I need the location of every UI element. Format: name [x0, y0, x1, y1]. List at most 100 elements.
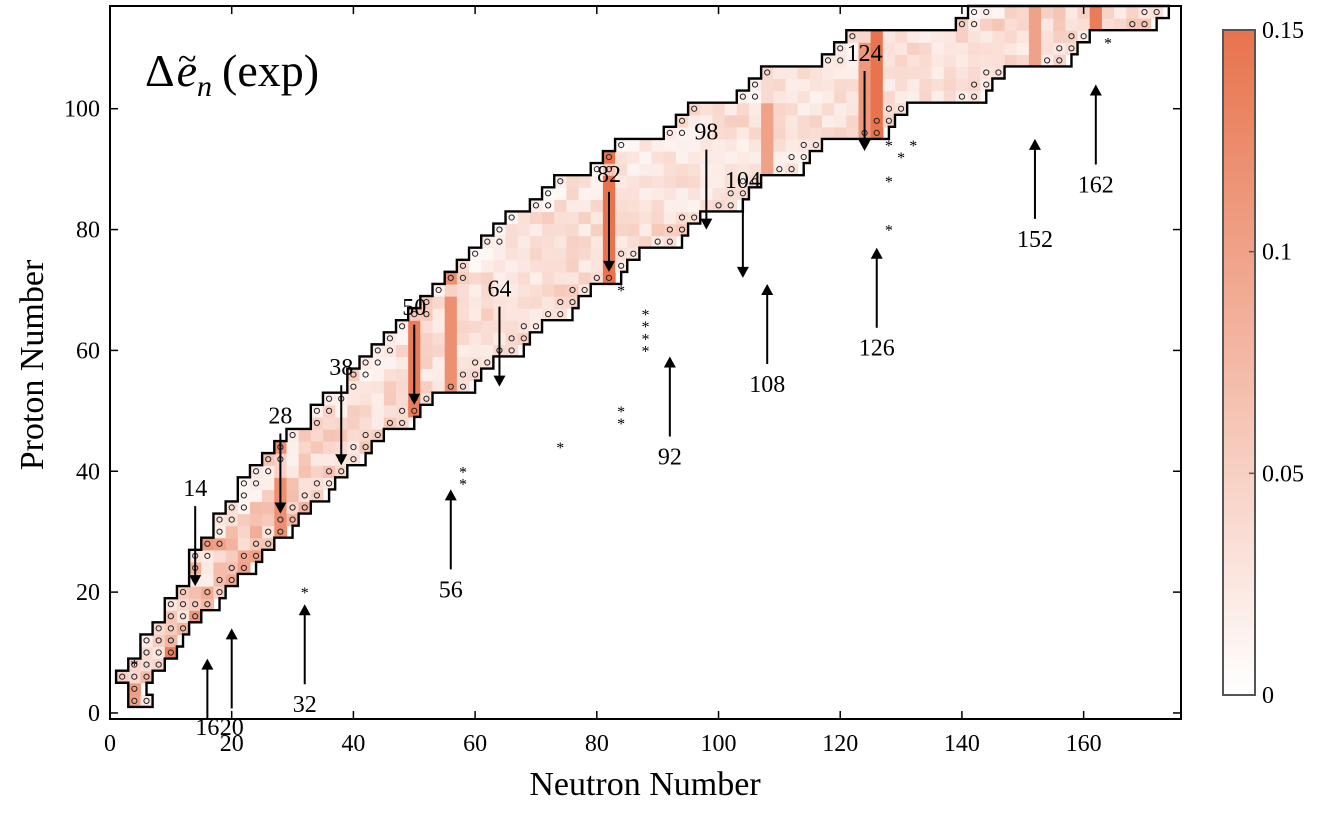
heatmap-cell: [712, 138, 726, 152]
open-circle-marker: [459, 262, 467, 269]
heatmap-cell: [444, 320, 458, 333]
open-circle-marker: [569, 298, 576, 306]
open-circle-marker: [374, 347, 381, 354]
heatmap-cell: [639, 187, 653, 200]
heatmap-cell: [615, 223, 628, 237]
heatmap-cell: [529, 271, 543, 285]
heatmap-cell: [237, 549, 251, 563]
heatmap-cell: [164, 610, 178, 623]
open-circle-marker: [325, 407, 333, 414]
heatmap-cell: [955, 78, 969, 92]
heatmap-cell: [225, 537, 239, 551]
heatmap-cell: [249, 525, 263, 539]
heatmap-cell: [420, 332, 434, 345]
heatmap-cell: [274, 513, 288, 527]
heatmap-cell: [322, 404, 336, 418]
heatmap-cell: [615, 235, 628, 249]
heatmap-cell: [517, 271, 531, 285]
heatmap-cell: [602, 271, 616, 285]
heatmap-cell: [578, 247, 592, 261]
heatmap-cell: [797, 126, 811, 140]
heatmap-cell: [675, 187, 689, 200]
heatmap-cell: [493, 235, 507, 249]
heatmap-cell: [748, 114, 762, 128]
heatmap-cell: [469, 247, 482, 261]
heatmap-cell: [992, 42, 1006, 55]
heatmap-cell: [846, 66, 860, 80]
heatmap-cell: [773, 126, 787, 140]
heatmap-cell: [1126, 6, 1140, 19]
heatmap-cell: [201, 573, 215, 587]
heatmap-cell: [505, 247, 519, 261]
heatmap-cell: [493, 283, 507, 297]
heatmap-cell: [615, 199, 628, 213]
heatmap-cell: [432, 296, 446, 309]
heatmap-cell: [554, 271, 567, 285]
heatmap-cells: [116, 6, 1164, 708]
open-circle-marker: [313, 419, 320, 427]
heatmap-cell: [1016, 18, 1030, 31]
annotation-label: 126: [859, 336, 895, 362]
heatmap-cell: [688, 102, 701, 116]
open-circle-marker: [618, 250, 625, 257]
star-marker: *: [909, 138, 917, 155]
heatmap-cell: [517, 308, 531, 321]
heatmap-cell: [529, 308, 543, 321]
open-circle-marker: [727, 202, 734, 209]
heatmap-cell: [1028, 54, 1042, 68]
heatmap-cell: [773, 114, 787, 128]
heatmap-cell: [882, 102, 896, 116]
heatmap-cell: [347, 368, 361, 382]
open-circle-marker: [545, 202, 552, 209]
open-circle-marker: [204, 552, 211, 559]
heatmap-cell: [469, 283, 482, 297]
heatmap-cell: [359, 404, 373, 418]
heatmap-cell: [213, 573, 227, 587]
heatmap-cell: [189, 598, 202, 611]
open-circle-marker: [179, 601, 187, 608]
heatmap-cell: [176, 610, 190, 623]
open-circle-marker: [265, 540, 272, 547]
heatmap-cell: [237, 561, 251, 575]
open-circle-marker: [618, 141, 625, 149]
heatmap-cell: [773, 138, 787, 152]
heatmap-cell: [590, 187, 604, 200]
heatmap-cell: [639, 138, 653, 152]
heatmap-cell: [529, 211, 543, 225]
heatmap-cell: [1101, 18, 1115, 31]
star-markers: ******************: [130, 35, 1112, 674]
heatmap-cell: [128, 694, 142, 708]
open-circle-marker: [751, 93, 759, 100]
open-circle-marker: [739, 190, 746, 197]
heatmap-cell: [542, 187, 555, 200]
heatmap-cell: [882, 42, 896, 55]
heatmap-cell: [542, 199, 555, 213]
heatmap-cell: [566, 223, 580, 237]
star-marker: *: [617, 283, 625, 300]
open-circle-marker: [398, 419, 406, 427]
heatmap-cell: [761, 126, 774, 140]
open-circle-marker: [386, 347, 394, 354]
open-circle-marker: [678, 129, 686, 136]
open-circle-marker: [179, 589, 187, 596]
open-circle-marker: [362, 359, 369, 366]
heatmap-cell: [1028, 6, 1042, 19]
heatmap-cell: [700, 138, 714, 152]
open-circle-marker: [800, 153, 807, 161]
heatmap-cell: [164, 634, 178, 648]
heatmap-cell: [554, 247, 567, 261]
open-circle-marker: [800, 141, 807, 149]
open-circle-marker: [849, 33, 856, 40]
heatmap-cell: [992, 30, 1006, 43]
y-tick-label: 0: [88, 701, 100, 727]
heatmap-cell: [456, 308, 470, 321]
open-circle-marker: [1068, 33, 1075, 40]
heatmap-cell: [736, 126, 750, 140]
heatmap-cell: [955, 42, 969, 55]
annotation-arrow-head: [858, 140, 871, 152]
open-circle-marker: [131, 697, 138, 704]
heatmap-cell: [383, 380, 397, 394]
heatmap-cell: [554, 308, 567, 321]
open-circle-marker: [325, 468, 333, 475]
